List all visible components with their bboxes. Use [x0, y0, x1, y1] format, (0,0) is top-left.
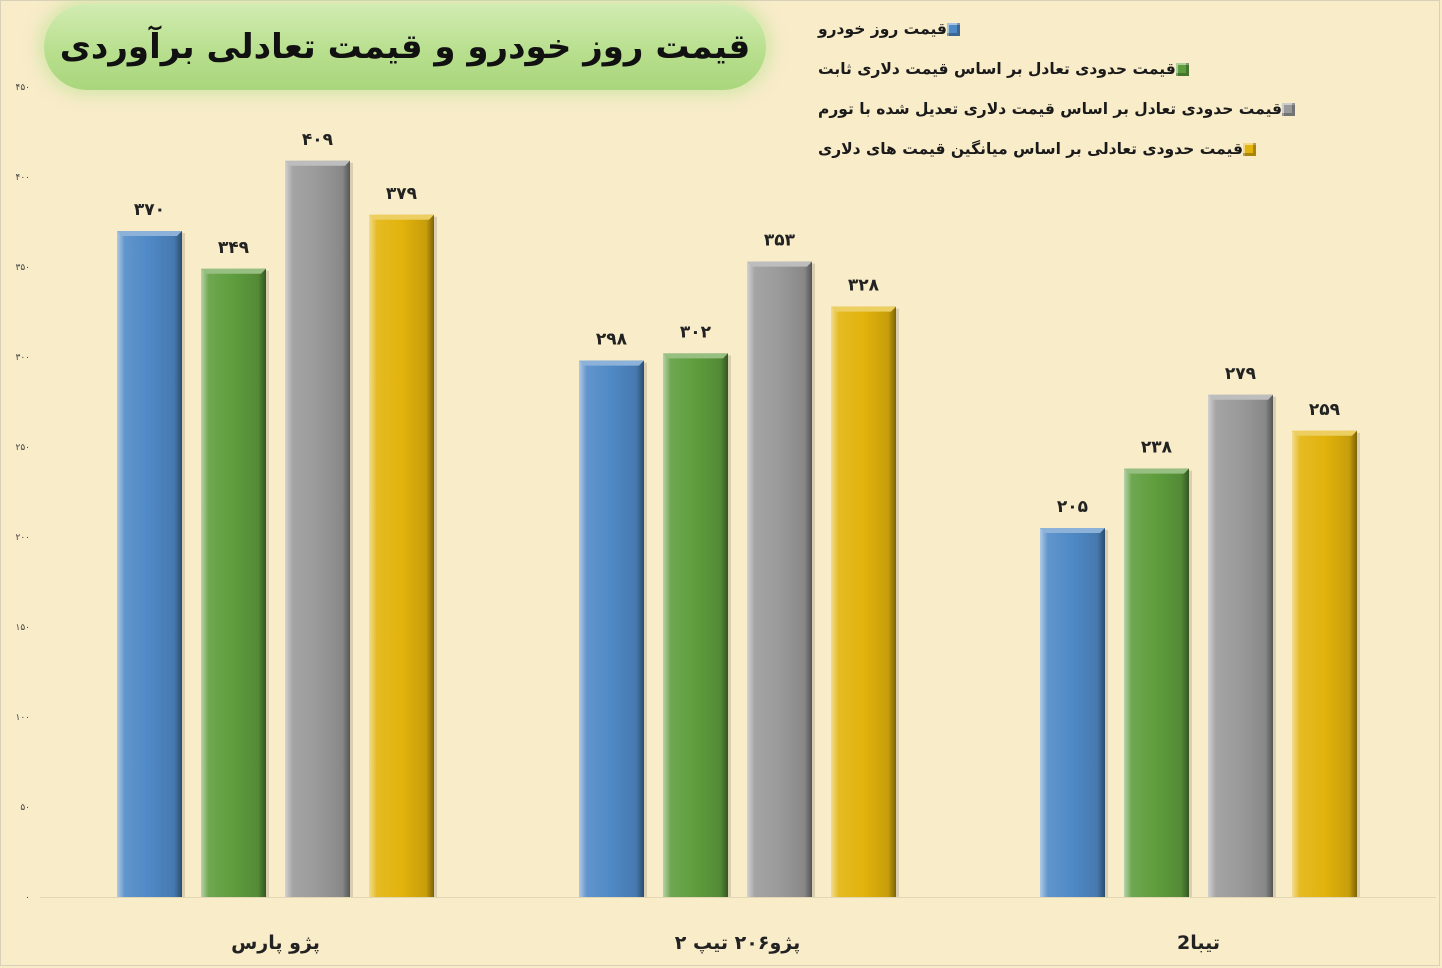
y-tick-label: ۳۵۰	[15, 263, 30, 273]
legend-label: قیمت حدودی تعادل بر اساس قیمت دلاری تعدی…	[818, 100, 1283, 118]
y-tick-label: ۲۰۰	[15, 533, 30, 543]
category-label: پژو پارس	[231, 932, 320, 954]
y-tick-label: ۱۵۰	[15, 623, 30, 633]
bar	[1292, 430, 1360, 897]
legend-label: قیمت روز خودرو	[818, 20, 947, 38]
bar	[285, 160, 353, 898]
category-label: پژو۲۰۶ تیپ ۲	[675, 932, 800, 954]
legend-item-1: قیمت روز خودرو	[818, 14, 1358, 44]
legend-swatch-blue	[946, 22, 960, 36]
legend-swatch-gold	[1242, 142, 1256, 156]
bar	[201, 268, 269, 897]
bar	[831, 306, 899, 898]
y-tick-label: ۴۵۰	[15, 83, 30, 93]
title-background	[44, 4, 766, 90]
legend-item-3: قیمت حدودی تعادل بر اساس قیمت دلاری تعدی…	[818, 94, 1358, 124]
legend-label: قیمت حدودی تعادل بر اساس قیمت دلاری ثابت	[818, 60, 1176, 78]
bar	[663, 353, 731, 897]
bar	[1124, 468, 1192, 897]
y-tick-label: ۱۰۰	[15, 713, 30, 723]
value-label: ۳۷۰	[134, 200, 165, 220]
category-label: تیبا2	[1177, 932, 1220, 954]
value-label: ۲۳۸	[1141, 438, 1173, 458]
value-label: ۳۴۹	[218, 238, 250, 258]
bar	[117, 231, 185, 897]
y-tick-label: ۰	[25, 893, 30, 903]
legend-swatch-green	[1175, 62, 1189, 76]
legend-swatch-gray	[1282, 102, 1296, 116]
y-tick-label: ۴۰۰	[15, 173, 30, 183]
value-label: ۴۰۹	[302, 130, 334, 150]
y-tick-label: ۵۰	[20, 803, 30, 813]
bar	[1040, 528, 1108, 897]
value-label: ۲۰۵	[1057, 497, 1088, 517]
bar	[369, 214, 437, 898]
legend-label: قیمت حدودی تعادلی بر اساس میانگین قیمت ه…	[818, 140, 1243, 158]
bar	[579, 360, 647, 898]
value-label: ۲۹۸	[596, 330, 628, 350]
legend-item-4: قیمت حدودی تعادلی بر اساس میانگین قیمت ه…	[818, 134, 1358, 164]
value-label: ۳۲۸	[848, 276, 880, 296]
chart-title: قیمت روز خودرو و قیمت تعادلی برآوردی	[59, 27, 751, 67]
legend-item-2: قیمت حدودی تعادل بر اساس قیمت دلاری ثابت	[818, 54, 1358, 84]
bar	[747, 261, 815, 898]
y-tick-label: ۲۵۰	[15, 443, 30, 453]
value-label: ۳۷۹	[386, 184, 418, 204]
y-tick-label: ۳۰۰	[15, 353, 30, 363]
value-label: ۲۵۹	[1309, 400, 1341, 420]
bar	[1208, 394, 1276, 897]
value-label: ۲۷۹	[1225, 364, 1257, 384]
value-label: ۳۰۲	[680, 322, 712, 342]
value-label: ۳۵۳	[764, 231, 796, 251]
